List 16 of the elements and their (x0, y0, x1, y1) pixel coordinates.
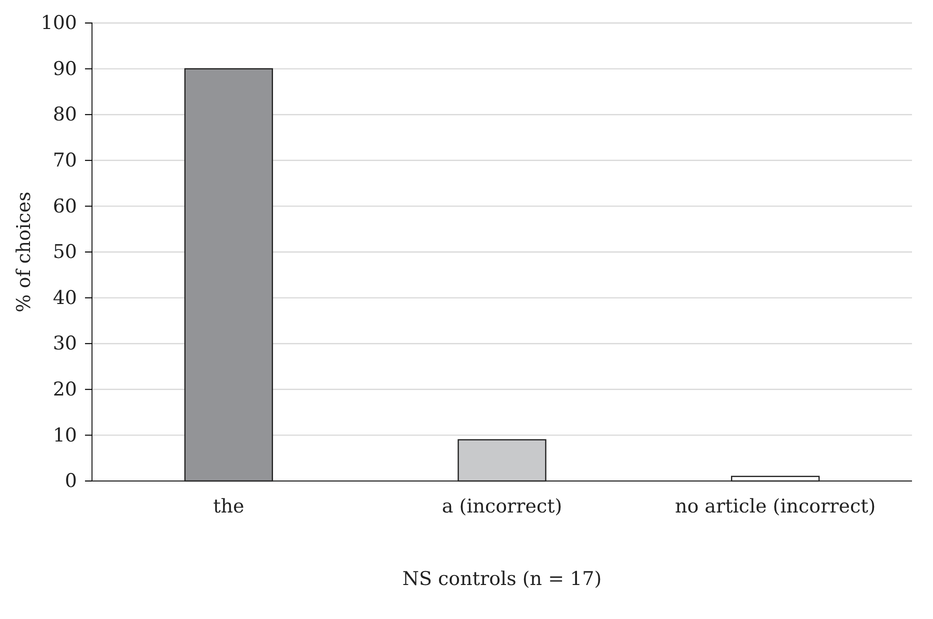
y-tick-label: 0 (64, 470, 77, 492)
x-axis-title: NS controls (n = 17) (402, 568, 602, 590)
y-tick-label: 80 (52, 104, 77, 126)
y-tick-label: 10 (52, 424, 77, 446)
x-tick-label: the (213, 495, 244, 518)
y-axis-title: % of choices (13, 192, 35, 312)
y-tick-label: 30 (52, 332, 77, 355)
y-tick-label: 90 (52, 58, 77, 80)
y-tick-label: 70 (52, 149, 77, 172)
x-tick-label: a (incorrect) (442, 495, 562, 518)
y-tick-label: 40 (52, 286, 77, 309)
y-tick-label: 20 (52, 378, 77, 400)
y-tick-label: 100 (40, 12, 77, 34)
y-tick-label: 50 (52, 241, 77, 264)
y-tick-label: 60 (52, 195, 77, 218)
x-tick-label: no article (incorrect) (674, 495, 876, 518)
